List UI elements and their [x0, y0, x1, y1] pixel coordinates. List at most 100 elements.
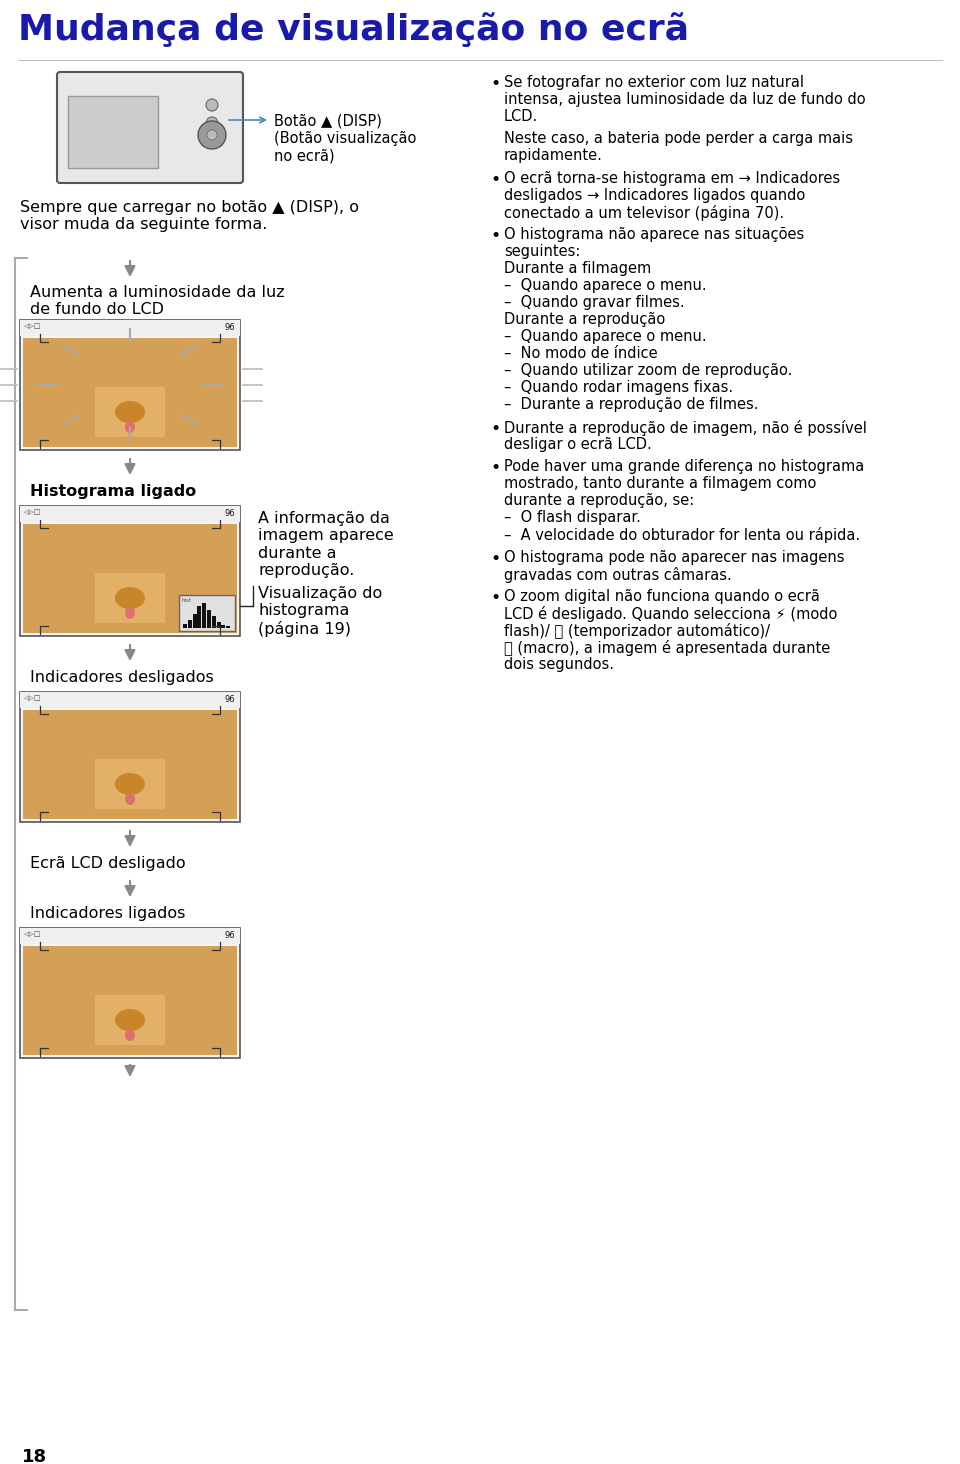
- Text: –  Quando utilizar zoom de reprodução.: – Quando utilizar zoom de reprodução.: [504, 363, 792, 378]
- Text: Se fotografar no exterior com luz natural: Se fotografar no exterior com luz natura…: [504, 75, 804, 89]
- Text: A informação da
imagem aparece
durante a
reprodução.: A informação da imagem aparece durante a…: [258, 511, 394, 578]
- Text: mostrado, tanto durante a filmagem como: mostrado, tanto durante a filmagem como: [504, 476, 816, 490]
- Bar: [95, 996, 165, 1045]
- Text: durante a reprodução, se:: durante a reprodução, se:: [504, 493, 694, 508]
- Text: –  Quando gravar filmes.: – Quando gravar filmes.: [504, 296, 684, 310]
- FancyBboxPatch shape: [20, 321, 240, 449]
- Text: Indicadores desligados: Indicadores desligados: [30, 671, 214, 685]
- Text: Ecrã LCD desligado: Ecrã LCD desligado: [30, 856, 185, 871]
- Text: •: •: [490, 227, 500, 244]
- Bar: [68, 97, 158, 168]
- Text: 96: 96: [225, 509, 235, 518]
- Ellipse shape: [125, 1029, 135, 1041]
- Text: Botão ▲ (DISP)
(Botão visualização
no ecrã): Botão ▲ (DISP) (Botão visualização no ec…: [274, 114, 417, 164]
- Bar: [23, 946, 237, 1056]
- Text: –  No modo de índice: – No modo de índice: [504, 346, 658, 362]
- Text: 96: 96: [225, 695, 235, 704]
- Bar: [20, 321, 240, 337]
- Text: •: •: [490, 460, 500, 477]
- FancyBboxPatch shape: [20, 692, 240, 821]
- Text: dois segundos.: dois segundos.: [504, 657, 614, 672]
- Text: Aumenta a luminosidade da luz
de fundo do LCD: Aumenta a luminosidade da luz de fundo d…: [30, 285, 284, 318]
- Text: Pode haver uma grande diferença no histograma: Pode haver uma grande diferença no histo…: [504, 460, 864, 474]
- Text: 🌸 (macro), a imagem é apresentada durante: 🌸 (macro), a imagem é apresentada durant…: [504, 640, 830, 656]
- Text: LCD.: LCD.: [504, 108, 539, 124]
- Text: Visualização do
histograma
(página 19): Visualização do histograma (página 19): [258, 586, 382, 637]
- Text: O histograma não aparece nas situações: O histograma não aparece nas situações: [504, 227, 804, 242]
- Bar: [20, 692, 240, 709]
- Text: conectado a um televisor (página 70).: conectado a um televisor (página 70).: [504, 205, 784, 221]
- Text: O ecrã torna-se histograma em → Indicadores: O ecrã torna-se histograma em → Indicado…: [504, 171, 840, 186]
- Bar: [23, 338, 237, 447]
- Text: rapidamente.: rapidamente.: [504, 148, 603, 163]
- Text: desligados → Indicadores ligados quando: desligados → Indicadores ligados quando: [504, 187, 805, 203]
- FancyBboxPatch shape: [20, 507, 240, 635]
- FancyBboxPatch shape: [20, 928, 240, 1058]
- Bar: [217, 622, 221, 628]
- Bar: [95, 758, 165, 810]
- Text: Neste caso, a bateria pode perder a carga mais: Neste caso, a bateria pode perder a carg…: [504, 130, 853, 146]
- Bar: [222, 625, 226, 628]
- FancyBboxPatch shape: [179, 594, 235, 631]
- Bar: [203, 603, 206, 628]
- Text: –  Quando aparece o menu.: – Quando aparece o menu.: [504, 329, 707, 344]
- Text: –  O flash disparar.: – O flash disparar.: [504, 509, 641, 526]
- Circle shape: [206, 117, 218, 129]
- Text: gravadas com outras câmaras.: gravadas com outras câmaras.: [504, 567, 732, 583]
- Text: •: •: [490, 420, 500, 438]
- Text: •: •: [490, 171, 500, 189]
- Text: –  Durante a reprodução de filmes.: – Durante a reprodução de filmes.: [504, 397, 758, 411]
- Text: Mudança de visualização no ecrã: Mudança de visualização no ecrã: [18, 12, 689, 47]
- Bar: [95, 386, 165, 436]
- Bar: [207, 610, 211, 628]
- Text: •: •: [490, 75, 500, 94]
- Text: Sempre que carregar no botão ▲ (DISP), o
visor muda da seguinte forma.: Sempre que carregar no botão ▲ (DISP), o…: [20, 201, 359, 233]
- Text: O zoom digital não funciona quando o ecrã: O zoom digital não funciona quando o ecr…: [504, 589, 820, 605]
- Bar: [183, 624, 187, 628]
- Text: –  Quando rodar imagens fixas.: – Quando rodar imagens fixas.: [504, 381, 733, 395]
- Text: Indicadores ligados: Indicadores ligados: [30, 906, 185, 921]
- Ellipse shape: [115, 773, 145, 795]
- Text: 18: 18: [22, 1448, 47, 1464]
- Bar: [198, 606, 202, 628]
- Text: ◁▷□: ◁▷□: [24, 509, 41, 515]
- Ellipse shape: [125, 793, 135, 805]
- Ellipse shape: [115, 401, 145, 423]
- Text: flash)/ ⌛ (temporizador automático)/: flash)/ ⌛ (temporizador automático)/: [504, 624, 770, 638]
- Text: –  A velocidade do obturador for lenta ou rápida.: – A velocidade do obturador for lenta ou…: [504, 527, 860, 543]
- Text: intensa, ajustea luminosidade da luz de fundo do: intensa, ajustea luminosidade da luz de …: [504, 92, 866, 107]
- Circle shape: [206, 135, 218, 146]
- Circle shape: [198, 122, 226, 149]
- Bar: [212, 616, 216, 628]
- Ellipse shape: [125, 608, 135, 619]
- Text: Durante a reprodução de imagem, não é possível: Durante a reprodução de imagem, não é po…: [504, 420, 867, 436]
- Bar: [188, 621, 192, 628]
- Text: –  Quando aparece o menu.: – Quando aparece o menu.: [504, 278, 707, 293]
- Text: •: •: [490, 550, 500, 568]
- Text: 96: 96: [225, 931, 235, 940]
- Text: O histograma pode não aparecer nas imagens: O histograma pode não aparecer nas image…: [504, 550, 845, 565]
- Text: LCD é desligado. Quando selecciona ⚡ (modo: LCD é desligado. Quando selecciona ⚡ (mo…: [504, 606, 837, 622]
- Text: ◁▷□: ◁▷□: [24, 931, 41, 937]
- Text: Durante a filmagem: Durante a filmagem: [504, 261, 651, 277]
- Text: hist: hist: [182, 597, 192, 603]
- Text: ◁▷□: ◁▷□: [24, 324, 41, 329]
- Text: Histograma ligado: Histograma ligado: [30, 485, 196, 499]
- Bar: [20, 507, 240, 523]
- Ellipse shape: [115, 1009, 145, 1031]
- Text: •: •: [490, 589, 500, 608]
- Bar: [193, 613, 197, 628]
- Text: seguintes:: seguintes:: [504, 244, 581, 259]
- Circle shape: [206, 100, 218, 111]
- Ellipse shape: [125, 422, 135, 433]
- Bar: [20, 928, 240, 944]
- Bar: [23, 524, 237, 632]
- Text: ◁▷□: ◁▷□: [24, 695, 41, 701]
- Bar: [227, 627, 230, 628]
- Bar: [23, 710, 237, 818]
- Text: Durante a reprodução: Durante a reprodução: [504, 312, 665, 326]
- Bar: [95, 572, 165, 624]
- Ellipse shape: [115, 587, 145, 609]
- Circle shape: [207, 130, 217, 141]
- Text: desligar o ecrã LCD.: desligar o ecrã LCD.: [504, 436, 652, 452]
